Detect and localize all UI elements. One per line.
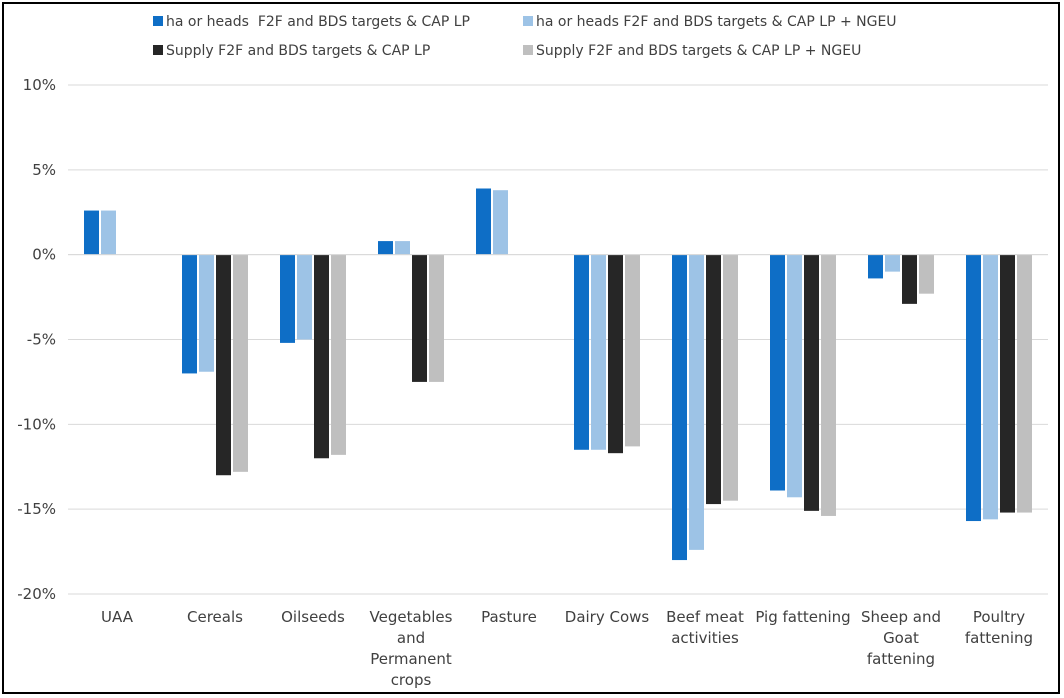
legend-swatch [523,45,533,55]
bar [672,254,687,561]
bar [314,254,329,459]
legend: ha or heads F2F and BDS targets & CAP LP… [153,14,897,59]
bar [182,254,197,374]
bar [821,254,836,516]
y-tick-label: -15% [17,500,56,518]
legend-label: Supply F2F and BDS targets & CAP LP [166,43,430,59]
x-category-label: Poultry fattening [965,608,1033,647]
bar [84,210,99,255]
x-category-label: Dairy Cows [565,608,650,626]
bar [625,254,640,447]
bar [378,241,393,255]
bar [885,254,900,272]
y-tick-label: -10% [17,415,56,433]
bar [476,188,491,255]
x-category-label: Oilseeds [281,608,345,626]
bar [199,254,214,372]
y-tick-label: 10% [23,76,56,94]
bar [233,254,248,472]
gridlines [68,84,1048,595]
bar [297,254,312,340]
bar [787,254,802,498]
bar [770,254,785,491]
bar [280,254,295,343]
bar [574,254,589,450]
bar [706,254,721,505]
legend-label: ha or heads F2F and BDS targets & CAP LP… [536,14,897,30]
x-category-label: Cereals [187,608,243,626]
bar [983,254,998,520]
legend-swatch [153,16,163,26]
y-tick-label: 0% [32,246,56,264]
bar [689,254,704,550]
axes: 10% 5% 0% -5% -10% -15% -20% UAA Cereals Oilseeds… [17,76,1048,689]
bar [1017,254,1032,513]
bar [412,254,427,382]
y-tick-label: -20% [17,585,56,603]
bars [84,188,1032,561]
x-category-label: Beef meat activities [666,608,744,647]
x-category-label: UAA [101,608,134,626]
x-category-label: Pasture [481,608,537,626]
bar [804,254,819,511]
x-category-label: Sheep and Goat fattening [861,608,941,668]
bar [608,254,623,454]
bar [902,254,917,304]
bar [919,254,934,294]
bar [216,254,231,476]
x-category-label: Vegetables and Permanent crops [370,608,453,689]
legend-swatch [523,16,533,26]
legend-label: ha or heads F2F and BDS targets & CAP LP [166,14,470,30]
bar [723,254,738,501]
bar [493,190,508,255]
bar [101,210,116,255]
bar [1000,254,1015,513]
y-tick-label: -5% [27,331,56,349]
bar [966,254,981,522]
bar [331,254,346,455]
bar [591,254,606,450]
y-tick-label: 5% [32,161,56,179]
bar [395,241,410,255]
bar [429,254,444,382]
legend-label: Supply F2F and BDS targets & CAP LP + NG… [536,43,861,59]
bar [868,254,883,279]
legend-swatch [153,45,163,55]
x-category-label: Pig fattening [755,608,850,626]
